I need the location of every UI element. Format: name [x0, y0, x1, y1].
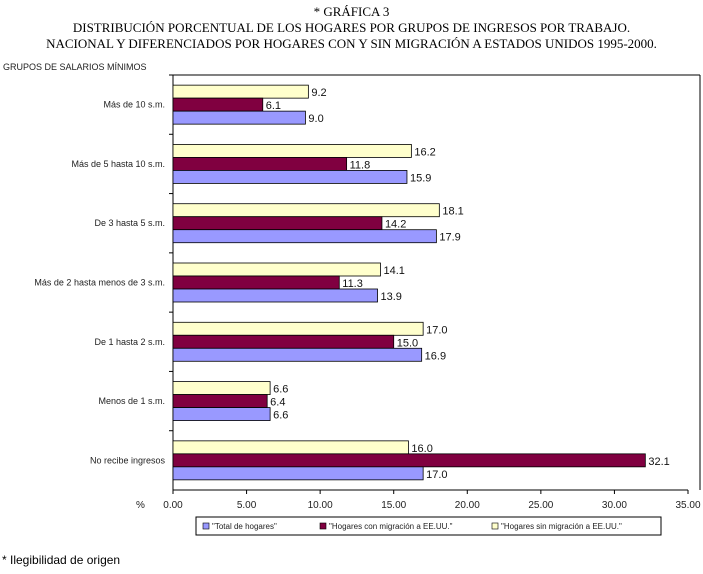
- data-label: 9.0: [308, 113, 323, 125]
- bar: [172, 203, 440, 218]
- data-label: 16.2: [414, 146, 435, 158]
- x-tick-label: 0.00: [163, 500, 183, 511]
- data-label: 17.0: [426, 469, 447, 481]
- x-tick-label: 10.00: [308, 500, 333, 511]
- x-tick-label: 20.00: [455, 500, 480, 511]
- x-axis-label: %: [136, 500, 145, 511]
- data-label: 14.1: [383, 265, 404, 277]
- category-label: Más de 5 hasta 10 s.m.: [71, 159, 165, 169]
- bar: [172, 407, 271, 421]
- category-label: Menos de 1 s.m.: [98, 396, 165, 406]
- bar: [172, 381, 271, 395]
- data-label: 6.6: [273, 384, 288, 396]
- category-label: Más de 2 hasta menos de 3 s.m.: [34, 278, 165, 288]
- x-tick-label: 15.00: [381, 500, 406, 511]
- bar: [172, 321, 424, 336]
- bar: [172, 110, 306, 125]
- bar: [172, 170, 408, 184]
- chart-title-line-3: NACIONAL Y DIFERENCIADOS POR HOGARES CON…: [46, 36, 657, 51]
- bar: [172, 229, 437, 244]
- footnote: * Ilegibilidad de origen: [2, 553, 121, 567]
- bar: [172, 453, 646, 468]
- bar: [172, 288, 378, 303]
- bar: [172, 394, 268, 408]
- legend-label: "Hogares con migración a EE.UU.": [329, 522, 453, 531]
- data-label: 15.9: [410, 172, 431, 184]
- data-label: 6.6: [273, 410, 288, 422]
- x-tick-label: 35.00: [675, 500, 700, 511]
- data-label: 6.1: [266, 100, 281, 112]
- category-label: De 1 hasta 2 s.m.: [94, 337, 165, 347]
- chart-title-line-2: DISTRIBUCIÓN PORCENTUAL DE LOS HOGARES P…: [72, 20, 631, 35]
- x-tick-label: 5.00: [237, 500, 257, 511]
- chart-title-line-1: * GRÁFICA 3: [313, 4, 390, 19]
- x-tick-label: 30.00: [602, 500, 627, 511]
- data-label: 18.1: [442, 206, 463, 218]
- bar: [172, 466, 424, 481]
- legend-box: [195, 516, 662, 536]
- data-label: 16.0: [411, 443, 432, 455]
- data-label: 16.9: [425, 350, 446, 362]
- legend-swatch: [319, 522, 327, 530]
- data-label: 11.3: [342, 278, 363, 290]
- bar: [172, 334, 395, 349]
- bar: [172, 262, 381, 277]
- data-label: 9.2: [311, 87, 326, 99]
- bar: [172, 440, 409, 455]
- data-label: 11.8: [350, 159, 371, 171]
- category-label: De 3 hasta 5 s.m.: [94, 218, 165, 228]
- bar: [172, 84, 309, 99]
- category-label: No recibe ingresos: [90, 455, 166, 465]
- bar: [172, 157, 348, 171]
- data-label: 17.9: [439, 232, 460, 244]
- data-label: 15.0: [397, 337, 418, 349]
- data-label: 32.1: [648, 456, 669, 468]
- legend-swatch: [202, 522, 210, 530]
- data-label: 13.9: [381, 291, 402, 303]
- bar: [172, 275, 340, 290]
- bar: [172, 347, 423, 362]
- bar: [172, 144, 412, 158]
- legend-label: "Total de hogares": [212, 522, 277, 531]
- data-label: 17.0: [426, 324, 447, 336]
- y-axis-label: GRUPOS DE SALARIOS MÍNIMOS: [3, 62, 147, 72]
- bar: [172, 216, 383, 231]
- bar: [172, 97, 264, 112]
- x-tick-label: 25.00: [528, 500, 553, 511]
- data-label: 6.4: [270, 397, 285, 409]
- category-label: Más de 10 s.m.: [103, 100, 165, 110]
- data-label: 14.2: [385, 219, 406, 231]
- legend-label: "Hogares sin migración a EE.UU.": [501, 522, 622, 531]
- legend-swatch: [491, 522, 499, 530]
